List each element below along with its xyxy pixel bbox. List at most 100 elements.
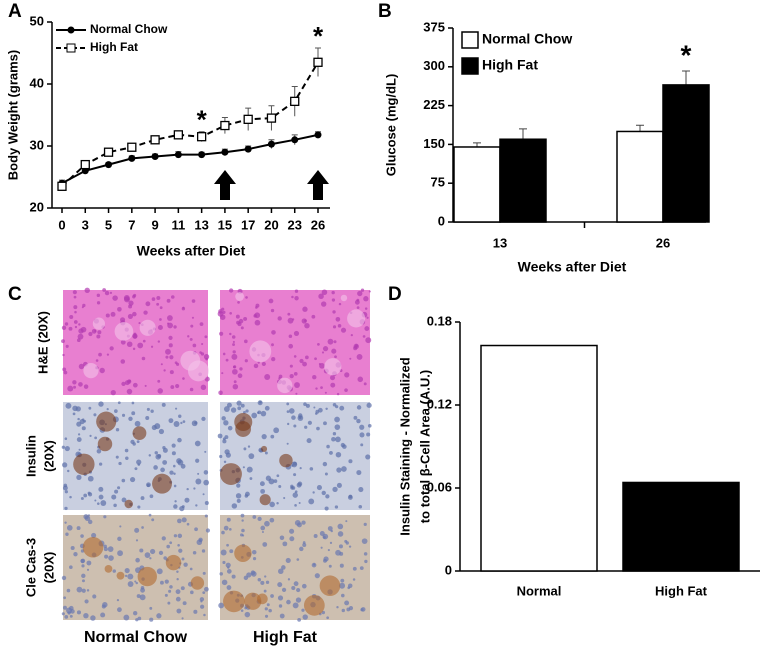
marker bbox=[266, 113, 277, 123]
texture bbox=[286, 442, 289, 445]
texture bbox=[155, 454, 161, 460]
texture bbox=[150, 345, 154, 348]
texture bbox=[119, 525, 122, 528]
texture bbox=[265, 580, 270, 584]
texture bbox=[81, 426, 86, 431]
texture bbox=[232, 340, 235, 344]
texture bbox=[220, 549, 227, 556]
texture bbox=[362, 335, 366, 338]
texture bbox=[68, 326, 73, 331]
texture bbox=[313, 534, 318, 538]
texture bbox=[259, 494, 271, 506]
texture bbox=[298, 502, 301, 505]
texture bbox=[289, 528, 295, 534]
marker bbox=[174, 151, 182, 159]
texture bbox=[64, 521, 67, 524]
texture bbox=[344, 372, 350, 378]
y-tick-label: 0 bbox=[438, 213, 445, 228]
texture bbox=[134, 527, 140, 533]
texture bbox=[227, 425, 233, 431]
texture bbox=[166, 315, 173, 321]
texture bbox=[279, 613, 285, 619]
texture bbox=[72, 290, 77, 295]
texture bbox=[159, 318, 162, 321]
texture bbox=[260, 488, 266, 494]
texture bbox=[92, 594, 97, 599]
texture bbox=[334, 416, 340, 423]
texture bbox=[349, 357, 352, 360]
texture bbox=[64, 322, 69, 326]
texture bbox=[204, 514, 208, 518]
texture bbox=[301, 520, 306, 525]
texture bbox=[194, 421, 198, 425]
y-tick-label: 0 bbox=[445, 562, 452, 577]
texture bbox=[86, 568, 90, 571]
texture bbox=[226, 568, 232, 574]
texture bbox=[236, 498, 241, 503]
texture bbox=[293, 355, 297, 358]
texture bbox=[132, 295, 136, 299]
texture bbox=[175, 589, 181, 595]
texture bbox=[83, 613, 89, 619]
arrow bbox=[307, 170, 329, 200]
texture bbox=[328, 564, 332, 568]
texture bbox=[229, 288, 234, 293]
texture bbox=[287, 312, 291, 316]
texture bbox=[170, 385, 175, 389]
texture bbox=[70, 546, 75, 551]
texture bbox=[160, 363, 163, 366]
texture bbox=[229, 332, 232, 336]
texture bbox=[164, 579, 169, 584]
column-label: High Fat bbox=[253, 629, 318, 646]
texture bbox=[288, 343, 294, 349]
y-tick-label: 0.12 bbox=[427, 396, 452, 411]
texture bbox=[199, 597, 205, 602]
x-tick-label: 20 bbox=[264, 217, 278, 232]
texture bbox=[173, 421, 180, 427]
texture bbox=[330, 375, 336, 381]
texture bbox=[166, 544, 171, 549]
texture bbox=[288, 408, 295, 414]
texture bbox=[323, 556, 329, 562]
texture bbox=[344, 600, 350, 606]
panel-letter: B bbox=[378, 1, 392, 22]
texture bbox=[202, 493, 205, 496]
texture bbox=[221, 372, 224, 375]
texture bbox=[203, 470, 209, 475]
bar bbox=[616, 130, 664, 223]
texture bbox=[157, 325, 163, 330]
texture bbox=[200, 384, 207, 391]
texture bbox=[261, 530, 264, 533]
texture bbox=[319, 530, 325, 536]
texture bbox=[124, 448, 129, 453]
texture bbox=[98, 352, 102, 357]
texture bbox=[264, 607, 268, 611]
texture bbox=[180, 586, 185, 591]
texture bbox=[253, 363, 259, 369]
texture bbox=[317, 342, 320, 346]
texture bbox=[231, 335, 236, 339]
texture bbox=[148, 513, 152, 517]
marker bbox=[105, 161, 113, 169]
panel-letter: A bbox=[8, 1, 22, 22]
texture bbox=[125, 456, 129, 460]
texture bbox=[344, 388, 348, 392]
texture bbox=[126, 341, 133, 348]
texture bbox=[220, 314, 226, 320]
texture bbox=[240, 326, 244, 330]
texture bbox=[219, 454, 223, 459]
texture bbox=[329, 541, 333, 545]
texture bbox=[222, 439, 227, 444]
texture bbox=[233, 380, 237, 384]
texture bbox=[345, 520, 348, 523]
texture bbox=[226, 402, 232, 408]
texture bbox=[128, 300, 134, 306]
texture bbox=[331, 298, 336, 302]
texture bbox=[175, 407, 178, 410]
texture bbox=[318, 407, 323, 413]
texture bbox=[80, 534, 84, 538]
texture bbox=[74, 325, 78, 329]
texture bbox=[218, 390, 223, 395]
y-tick-label: 225 bbox=[423, 97, 445, 112]
texture bbox=[131, 401, 135, 405]
